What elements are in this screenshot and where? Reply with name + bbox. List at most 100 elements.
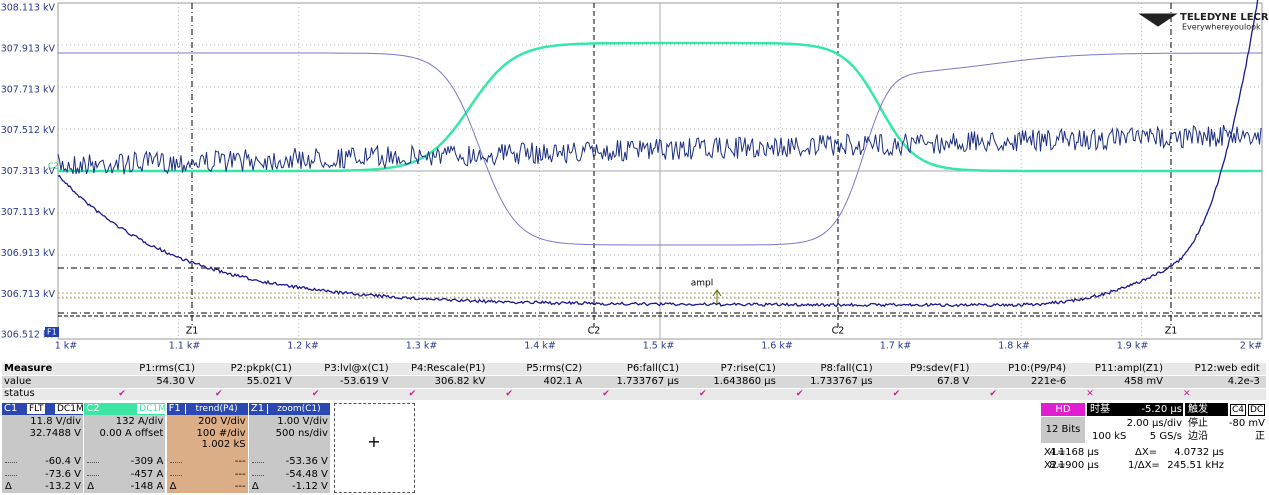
inv-label: 1/ΔX= bbox=[1128, 460, 1160, 471]
cursor-label: C2 bbox=[832, 326, 845, 337]
channel-stat: --- bbox=[234, 468, 246, 480]
tb-delay: -5.20 µs bbox=[1141, 404, 1182, 415]
channel-stat: -54.48 V bbox=[285, 468, 328, 480]
x-tick-label: 1.8 k# bbox=[998, 341, 1030, 352]
measure-column: P9:sdev(F1) bbox=[910, 363, 970, 374]
rate: 5 GS/s bbox=[1149, 431, 1182, 442]
stat-icon bbox=[169, 462, 182, 463]
measure-value: 55.021 V bbox=[246, 376, 292, 387]
y-tick-label: 307.713 kV bbox=[1, 84, 56, 95]
stat-icon bbox=[251, 462, 264, 463]
marker-box bbox=[45, 327, 59, 337]
stat-icon bbox=[251, 474, 264, 476]
measure-status: ✔ bbox=[989, 389, 997, 399]
trace-c1 bbox=[57, 0, 1259, 308]
measure-value: 221e-6 bbox=[1030, 376, 1067, 387]
trace-f1 bbox=[57, 124, 1262, 175]
channel-setting: 132 A/div bbox=[115, 416, 164, 427]
cursor-label: Z1 bbox=[1165, 326, 1178, 337]
channel-body[interactable] bbox=[84, 403, 166, 493]
channel-name: Z1 bbox=[250, 403, 265, 414]
hd-label: HD bbox=[1055, 404, 1071, 415]
channel-setting: 32.7488 V bbox=[29, 427, 81, 439]
channel-header bbox=[248, 403, 330, 415]
channel-stat: -60.4 V bbox=[45, 456, 81, 467]
x-tick-label: 1.6 k# bbox=[761, 341, 793, 352]
x-tick-label: 1.4 k# bbox=[524, 341, 556, 352]
y-tick-label: 307.913 kV bbox=[1, 43, 56, 54]
channel-body[interactable] bbox=[2, 403, 83, 493]
y-tick-label: 307.113 kV bbox=[1, 207, 56, 218]
add-box[interactable] bbox=[334, 403, 415, 493]
y-tick-label: 308.113 kV bbox=[1, 3, 56, 14]
logo-brand: TELEDYNE LECROY bbox=[1180, 12, 1269, 23]
channel-body[interactable] bbox=[248, 403, 330, 493]
x-tick-label: 1.2 k# bbox=[287, 341, 319, 352]
measure-header-bg bbox=[2, 363, 1266, 375]
dx: 4.0732 µs bbox=[1174, 447, 1224, 458]
trig-box bbox=[1185, 403, 1228, 416]
channel-name: C2 bbox=[86, 403, 100, 414]
channel-delta: Δ bbox=[251, 481, 259, 492]
tdiv: 2.00 µs/div bbox=[1126, 418, 1182, 429]
bits-box bbox=[1041, 417, 1085, 443]
samples: 100 kS bbox=[1092, 431, 1127, 442]
trace-marker: C2 bbox=[48, 162, 59, 171]
channel-body[interactable] bbox=[166, 403, 248, 493]
channel-tag: DC1M bbox=[55, 404, 86, 414]
measure-value-bg bbox=[2, 376, 1266, 388]
measure-title: Measure bbox=[4, 363, 53, 374]
channel-name: F1 bbox=[168, 403, 181, 414]
channel-setting: 100 #/div bbox=[196, 427, 246, 439]
trace-marker: F1 bbox=[47, 328, 57, 337]
y-tick-label: 307.512 kV bbox=[1, 125, 56, 136]
measure-column: P8:fall(C1) bbox=[820, 363, 873, 374]
state: 停止 bbox=[1188, 418, 1208, 429]
measure-value: 1.643860 µs bbox=[713, 376, 776, 387]
channel-setting: 1.002 kS bbox=[201, 439, 246, 450]
x1: 4.1168 µs bbox=[1049, 447, 1099, 458]
hd-box bbox=[1041, 403, 1085, 416]
channel-setting: 0.00 A offset bbox=[99, 427, 164, 439]
cursor-label: Z1 bbox=[186, 326, 199, 337]
y-tick-label: 306.713 kV bbox=[1, 289, 56, 300]
stat-icon bbox=[5, 474, 17, 476]
channel-stat: --- bbox=[234, 456, 246, 467]
measure-status: ✔ bbox=[215, 389, 223, 399]
measure-value: 402.1 A bbox=[543, 376, 583, 387]
trig-label: 触发 bbox=[1188, 404, 1208, 415]
channel-stat: -53.36 V bbox=[285, 456, 328, 467]
measure-value: 458 mV bbox=[1124, 376, 1163, 387]
inv: 245.51 kHz bbox=[1167, 460, 1224, 471]
cursor-label: C2 bbox=[588, 326, 601, 337]
row-label: status bbox=[4, 388, 35, 399]
row-label: value bbox=[4, 376, 32, 387]
x-tick-label: 1 k# bbox=[55, 341, 78, 352]
measure-status: ✕ bbox=[1086, 389, 1094, 399]
slope: 正 bbox=[1255, 431, 1265, 442]
channel-tag: DC1M bbox=[137, 404, 169, 414]
x-tick-label: 1.3 k# bbox=[406, 341, 438, 352]
measure-value: 1.733767 µs bbox=[810, 376, 873, 387]
channel-delta: Δ bbox=[5, 481, 12, 492]
measure-status: ✔ bbox=[408, 389, 417, 399]
measure-status: ✕ bbox=[1183, 389, 1191, 399]
x-tick-label: 1.7 k# bbox=[880, 341, 912, 352]
channel-stat: --- bbox=[234, 481, 246, 492]
stat-icon bbox=[87, 462, 100, 463]
channel-delta: Δ bbox=[87, 481, 95, 492]
measure-status: ✔ bbox=[118, 389, 126, 399]
measure-column: P7:rise(C1) bbox=[720, 363, 776, 374]
dx-label: ΔX= bbox=[1135, 447, 1158, 458]
measure-status: ✔ bbox=[602, 389, 610, 399]
x-tick-label: 1.5 k# bbox=[643, 341, 675, 352]
channel-tag: trend(P4) bbox=[184, 404, 248, 414]
logo-tagline: Everywhereyoulook bbox=[1182, 23, 1261, 32]
channel-stat: -73.6 V bbox=[45, 468, 81, 480]
measure-column: P3:lvl@x(C1) bbox=[324, 363, 389, 374]
x1-label: X1= bbox=[1044, 447, 1066, 458]
channel-setting: 1.00 V/div bbox=[277, 416, 328, 427]
channel-stat: -148 A bbox=[130, 481, 164, 492]
measure-status: ✔ bbox=[505, 389, 513, 399]
